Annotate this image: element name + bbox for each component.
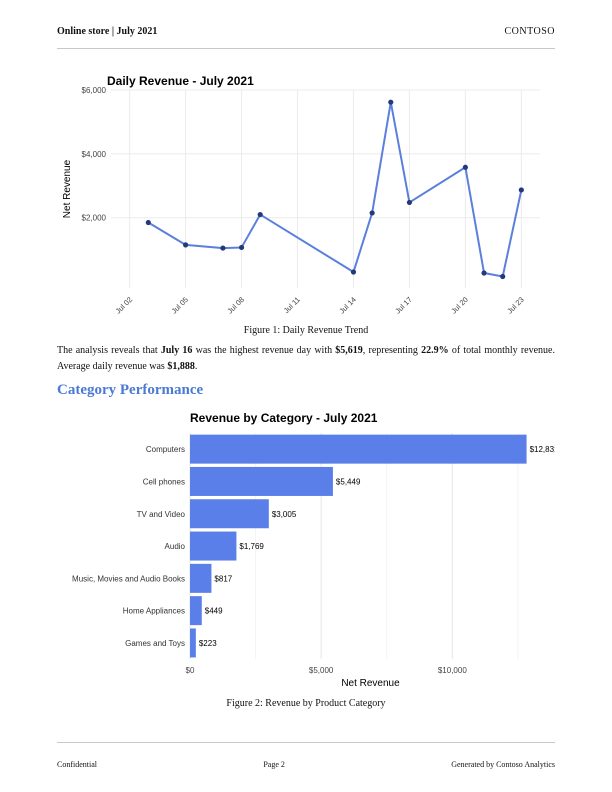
- revenue-point: [183, 242, 189, 248]
- x-tick-label: Jul 20: [449, 295, 470, 316]
- category-label: Computers: [146, 445, 185, 454]
- figure2-caption: Figure 2: Revenue by Product Category: [226, 698, 386, 709]
- peak-day: July 16: [160, 345, 193, 356]
- x-tick-label: $0: [186, 666, 195, 675]
- y-tick-label: $4,000: [82, 150, 107, 159]
- x-tick-label: $5,000: [309, 666, 334, 675]
- x-tick-label: Jul 23: [505, 295, 526, 316]
- revenue-point: [500, 273, 506, 280]
- category-label: Music, Movies and Audio Books: [72, 574, 185, 583]
- category-bar: [190, 563, 212, 593]
- footer-confidential: Confidential: [57, 760, 97, 769]
- paragraph-text-2: was the highest revenue day with: [192, 345, 336, 356]
- revenue-point: [406, 199, 413, 206]
- x-axis-label: Net Revenue: [341, 678, 400, 689]
- paragraph-text-1: The analysis reveals that: [57, 345, 161, 356]
- x-tick-label: Jul 17: [393, 295, 414, 316]
- page-footer: Confidential Page 2 Generated by Contoso…: [57, 760, 555, 769]
- analysis-paragraph: The analysis reveals that July 16 was th…: [57, 343, 555, 375]
- revenue-point: [257, 211, 263, 218]
- bar-value-label: $817: [214, 574, 232, 583]
- bar-value-label: $223: [199, 639, 217, 648]
- revenue-point: [220, 245, 226, 251]
- bar-chart-title: Revenue by Category - July 2021: [190, 411, 378, 425]
- footer-divider: [57, 742, 555, 743]
- category-label: Home Appliances: [123, 607, 185, 616]
- bar-value-label: $1,769: [239, 542, 264, 551]
- category-label: Games and Toys: [125, 639, 185, 648]
- revenue-point: [350, 269, 357, 275]
- category-label: Cell phones: [143, 477, 185, 486]
- section-title: Category Performance: [57, 382, 204, 398]
- category-bar: [190, 531, 237, 561]
- revenue-point: [145, 219, 151, 226]
- bar-value-label: $449: [205, 607, 223, 616]
- header-brand: CONTOSO: [504, 26, 555, 37]
- category-revenue-bar-chart: Revenue by Category - July 2021 $0 $5,000 $…: [72, 411, 555, 689]
- revenue-point: [481, 270, 487, 276]
- category-bar: [190, 628, 196, 658]
- bar-value-label: $12,831: [530, 445, 555, 454]
- peak-share: 22.9%: [421, 345, 449, 356]
- bar-value-label: $5,449: [336, 477, 361, 486]
- revenue-point: [462, 164, 468, 170]
- x-tick-label: Jul 14: [337, 295, 358, 316]
- category-bar: [190, 596, 202, 626]
- header-title: Online store | July 2021: [57, 26, 158, 37]
- x-tick-label: $10,000: [438, 666, 467, 675]
- category-bar: [190, 434, 527, 464]
- paragraph-text-3: , representing: [362, 345, 422, 356]
- line-chart-title: Daily Revenue - July 2021: [107, 74, 254, 88]
- paragraph-text-5: .: [194, 361, 198, 372]
- page-number: Page 2: [263, 760, 285, 769]
- x-tick-label: Jul 11: [282, 295, 302, 315]
- category-label: TV and Video: [137, 510, 186, 519]
- bar-value-label: $3,005: [272, 510, 297, 519]
- category-bar: [190, 466, 333, 496]
- x-tick-label: Jul 02: [114, 295, 135, 316]
- paragraph-text-4: of total monthly revenue. Average daily …: [57, 345, 555, 372]
- x-tick-label: Jul 08: [225, 295, 246, 316]
- footer-generator: Generated by Contoso Analytics: [451, 760, 555, 769]
- daily-revenue-line-chart: Daily Revenue - July 2021 Jul 02 Jul 05 Jul…: [62, 74, 540, 316]
- revenue-point: [388, 99, 394, 105]
- y-axis-label: Net Revenue: [62, 159, 73, 218]
- peak-amount: $5,619: [335, 345, 363, 356]
- average-revenue: $1,888: [167, 361, 195, 372]
- category-label: Audio: [165, 542, 186, 551]
- page-header: Online store | July 2021 CONTOSO: [57, 26, 555, 37]
- revenue-point: [369, 210, 375, 216]
- y-tick-label: $6,000: [82, 86, 107, 95]
- category-bar: [190, 499, 269, 529]
- header-divider: [57, 48, 555, 49]
- revenue-point: [518, 187, 524, 193]
- x-tick-label: Jul 05: [170, 295, 191, 316]
- y-tick-label: $2,000: [82, 214, 107, 223]
- revenue-point: [238, 244, 245, 251]
- figure1-caption: Figure 1: Daily Revenue Trend: [243, 325, 369, 336]
